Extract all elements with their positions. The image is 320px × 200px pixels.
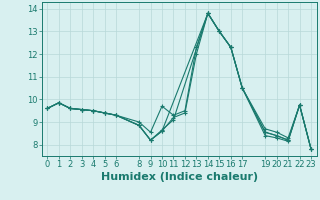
- X-axis label: Humidex (Indice chaleur): Humidex (Indice chaleur): [100, 172, 258, 182]
